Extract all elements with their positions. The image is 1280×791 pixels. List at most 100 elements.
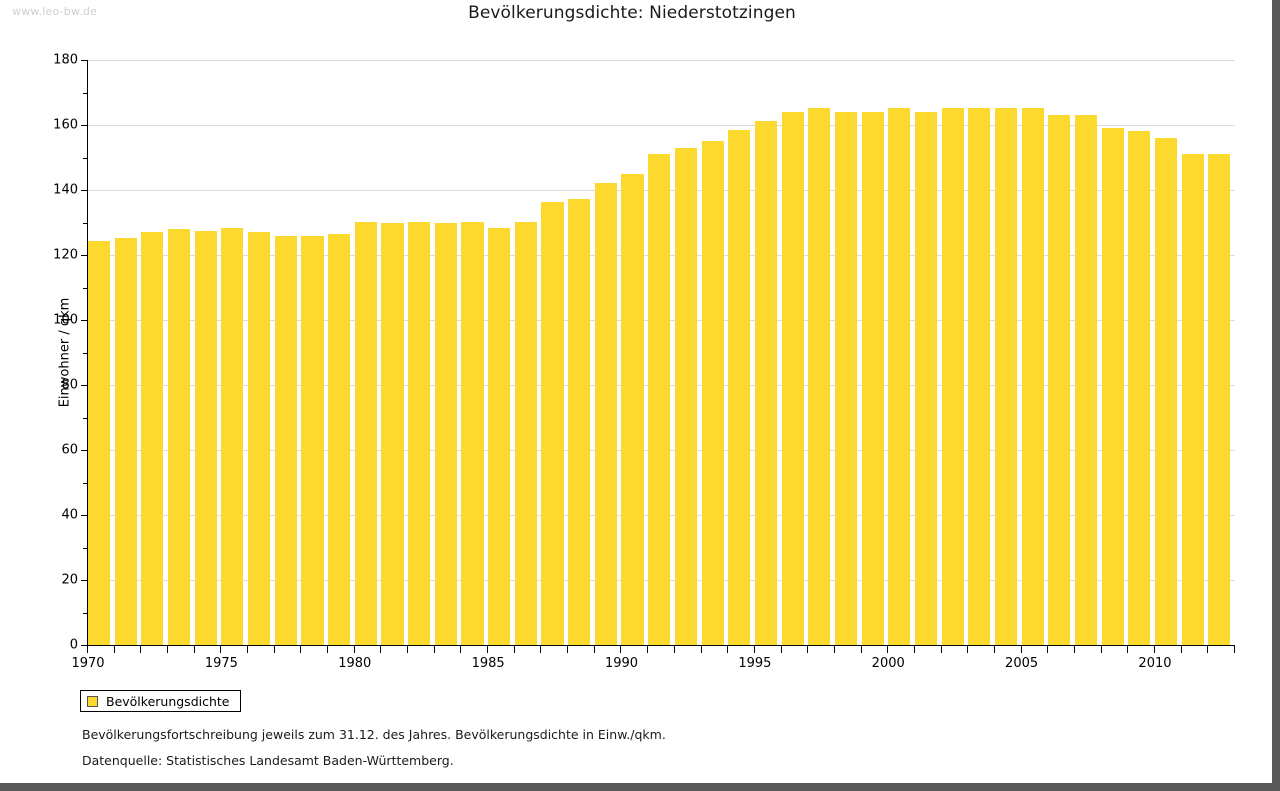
y-tick-minor	[83, 482, 88, 484]
bar[interactable]	[1074, 114, 1098, 645]
bar[interactable]	[808, 108, 831, 645]
x-tick	[273, 646, 275, 653]
note-datasource: Datenquelle: Statistisches Landesamt Bad…	[82, 753, 454, 768]
x-tick	[967, 646, 969, 653]
y-tick-label: 160	[53, 117, 78, 133]
bar[interactable]	[141, 231, 164, 645]
bar[interactable]	[1208, 153, 1231, 645]
y-tick-major	[81, 645, 88, 646]
x-tick	[567, 646, 569, 653]
x-tick	[700, 646, 702, 653]
x-tick	[620, 646, 622, 653]
x-tick-label: 1980	[338, 656, 372, 671]
y-tick-label: 60	[61, 442, 78, 458]
x-tick-label: 1970	[71, 656, 105, 671]
y-tick-label: 180	[53, 52, 78, 68]
watermark: www.leo-bw.de	[12, 5, 98, 18]
bar[interactable]	[754, 121, 777, 645]
y-tick-major	[81, 450, 88, 451]
bar[interactable]	[328, 234, 351, 645]
bar[interactable]	[461, 222, 484, 645]
bar[interactable]	[968, 108, 991, 645]
bar[interactable]	[114, 238, 137, 645]
bar[interactable]	[408, 222, 431, 645]
x-tick	[113, 646, 115, 653]
y-tick-major	[81, 320, 88, 321]
x-tick	[1020, 646, 1022, 653]
x-axis-line	[87, 645, 1235, 646]
legend-swatch-icon	[87, 695, 98, 707]
x-tick	[887, 646, 889, 653]
y-tick-label: 80	[61, 377, 78, 393]
bar[interactable]	[541, 202, 564, 645]
x-tick-label: 1995	[738, 656, 772, 671]
x-tick	[673, 646, 675, 653]
bar[interactable]	[1128, 130, 1151, 645]
bar[interactable]	[514, 221, 537, 645]
x-tick-label: 1990	[604, 656, 639, 671]
x-tick	[940, 646, 942, 653]
x-tick-label: 2005	[1005, 656, 1039, 671]
bar[interactable]	[488, 228, 511, 645]
bar[interactable]	[248, 231, 271, 645]
bar[interactable]	[781, 112, 804, 645]
bar[interactable]	[274, 235, 297, 645]
bar[interactable]	[1101, 127, 1124, 645]
bar[interactable]	[568, 199, 591, 645]
x-tick	[487, 646, 489, 653]
y-tick-minor	[83, 352, 88, 354]
bar[interactable]	[914, 112, 938, 645]
x-tick	[1207, 646, 1209, 653]
bar[interactable]	[221, 228, 244, 645]
bar[interactable]	[834, 111, 857, 645]
bar[interactable]	[1021, 108, 1044, 645]
x-tick	[647, 646, 649, 653]
bar[interactable]	[434, 222, 457, 645]
x-tick	[87, 646, 88, 653]
x-tick-label: 2000	[871, 656, 905, 671]
x-tick	[433, 646, 435, 653]
bar[interactable]	[621, 173, 644, 645]
x-tick	[140, 646, 142, 653]
x-tick	[807, 646, 809, 653]
note-methodology: Bevölkerungsfortschreibung jeweils zum 3…	[82, 727, 666, 742]
y-tick-label: 20	[61, 572, 78, 588]
bar[interactable]	[1154, 137, 1178, 645]
bar[interactable]	[648, 153, 671, 645]
y-tick-major	[81, 385, 88, 386]
x-tick	[1153, 646, 1155, 653]
bar[interactable]	[941, 108, 964, 645]
x-tick	[327, 646, 329, 653]
x-tick	[247, 646, 249, 653]
x-tick-label: 2010	[1138, 656, 1172, 671]
y-tick-minor	[83, 222, 88, 224]
x-tick	[1073, 646, 1075, 653]
bar[interactable]	[354, 222, 377, 645]
bar[interactable]	[701, 140, 724, 645]
bar[interactable]	[381, 222, 404, 645]
bar[interactable]	[1048, 114, 1071, 645]
bar[interactable]	[301, 235, 324, 645]
bar[interactable]	[674, 147, 697, 645]
bar[interactable]	[861, 112, 884, 645]
x-tick	[833, 646, 835, 653]
gridline	[88, 60, 1235, 61]
bar[interactable]	[594, 183, 617, 645]
y-tick-minor	[83, 547, 88, 549]
bar[interactable]	[88, 241, 111, 645]
y-tick-major	[81, 60, 88, 61]
x-tick	[1234, 646, 1235, 653]
x-tick	[753, 646, 755, 653]
x-tick-label: 1985	[471, 656, 505, 671]
bar[interactable]	[888, 108, 911, 645]
bar[interactable]	[728, 130, 751, 645]
bar[interactable]	[194, 231, 217, 645]
bar[interactable]	[1181, 153, 1204, 645]
legend[interactable]: Bevölkerungsdichte	[80, 690, 241, 712]
x-tick	[353, 646, 355, 653]
x-tick	[1100, 646, 1102, 653]
bar[interactable]	[994, 108, 1018, 645]
y-tick-major	[81, 255, 88, 256]
plot-area: 0 20 40 60 80 100 120 140 160 180 1970 1975 1980 198…	[53, 53, 1235, 671]
bar[interactable]	[168, 228, 191, 645]
